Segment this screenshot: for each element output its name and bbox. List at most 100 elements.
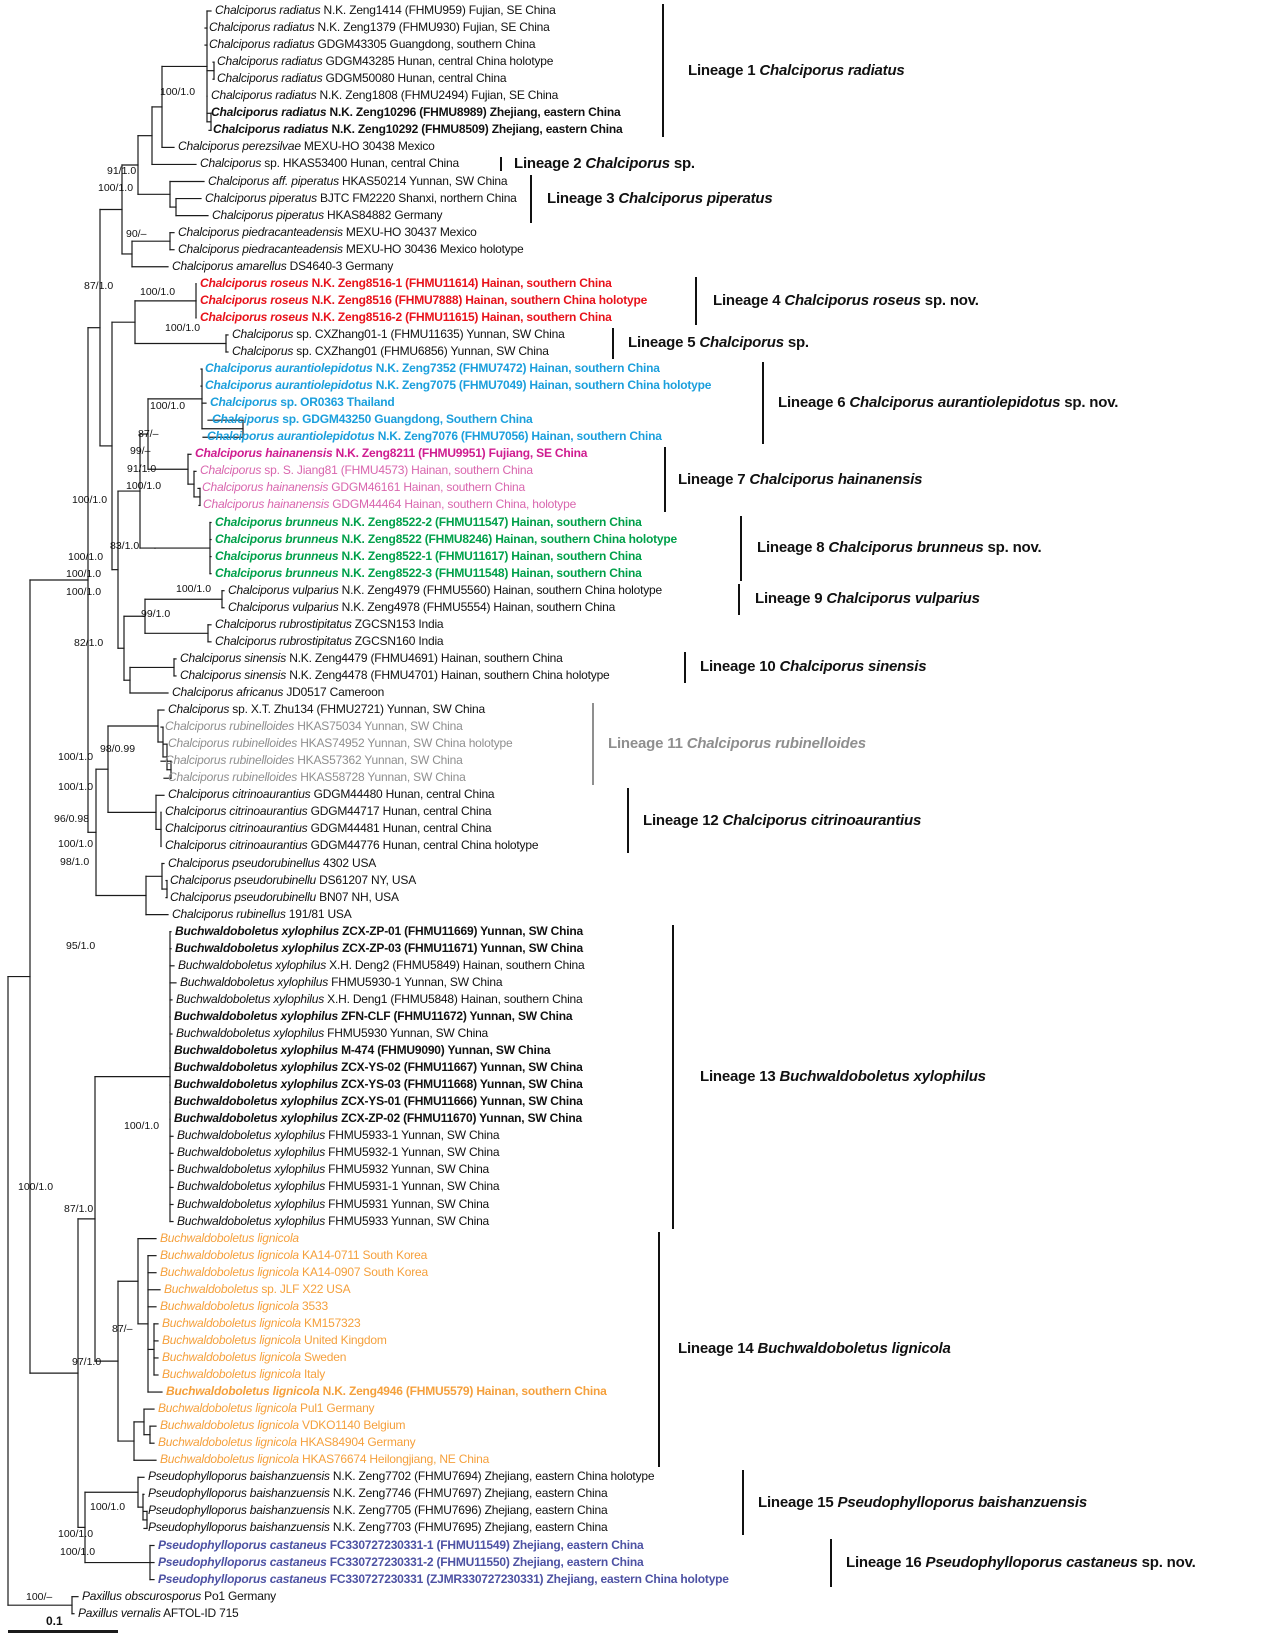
- taxon-label: Buchwaldoboletus lignicola KA14-0711 Sou…: [160, 1247, 428, 1262]
- taxon-label: Chalciporus perezsilvae MEXU-HO 30438 Me…: [178, 139, 435, 154]
- lineage-label: Lineage 3 Chalciporus piperatus: [547, 189, 773, 207]
- taxon-label: Buchwaldoboletus lignicola Pul1 Germany: [158, 1401, 375, 1416]
- node-support-value: 100/1.0: [66, 568, 102, 580]
- taxon-label: Buchwaldoboletus lignicola KM157323: [162, 1315, 361, 1330]
- lineage-label: Lineage 12 Chalciporus citrinoaurantius: [643, 811, 922, 829]
- node-support-value: 100/1.0: [18, 1181, 54, 1193]
- taxon-label: Buchwaldoboletus xylophilus ZCX-YS-03 (F…: [174, 1077, 583, 1092]
- taxon-label: Chalciporus hainanensis N.K. Zeng8211 (F…: [195, 446, 588, 461]
- taxon-label: Chalciporus sp. HKAS53400 Hunan, central…: [200, 156, 459, 171]
- node-support-value: 87/–: [112, 1323, 133, 1335]
- lineage-bracket: [672, 924, 674, 1229]
- taxon-label: Chalciporus sp. CXZhang01-1 (FHMU11635) …: [232, 326, 565, 341]
- node-support-value: 100/1.0: [160, 86, 196, 98]
- taxon-label: Pseudophylloporus baishanzuensis N.K. Ze…: [148, 1503, 608, 1518]
- lineage-bracket: [662, 4, 664, 138]
- taxon-label: Chalciporus sp. CXZhang01 (FHMU6856) Yun…: [232, 344, 549, 358]
- taxon-label: Chalciporus aurantiolepidotus N.K. Zeng7…: [205, 378, 712, 393]
- lineage-label: Lineage 4 Chalciporus roseus sp. nov.: [713, 291, 979, 309]
- lineage-label: Lineage 10 Chalciporus sinensis: [700, 658, 927, 676]
- taxon-label: Buchwaldoboletus lignicola KA14-0907 Sou…: [160, 1264, 428, 1279]
- taxon-label: Paxillus obscurosporus Po1 Germany: [82, 1588, 276, 1603]
- node-support-value: 100/1.0: [58, 838, 94, 850]
- lineage-bracket: [830, 1538, 832, 1587]
- taxon-label: Buchwaldoboletus xylophilus FHMU5930 Yun…: [176, 1026, 489, 1040]
- lineage-label: Lineage 11 Chalciporus rubinelloides: [608, 735, 866, 753]
- lineage-label: Lineage 8 Chalciporus brunneus sp. nov.: [757, 539, 1042, 557]
- node-support-value: 100/–: [26, 1591, 53, 1603]
- taxon-label: Chalciporus piedracanteadensis MEXU-HO 3…: [178, 224, 477, 239]
- scale-bar: [8, 1630, 118, 1633]
- lineage-bracket: [658, 1231, 660, 1468]
- taxon-label: Buchwaldoboletus lignicola VDKO1140 Belg…: [160, 1418, 406, 1433]
- taxon-label: Chalciporus citrinoaurantius GDGM44481 H…: [165, 821, 492, 836]
- lineage-label: Lineage 5 Chalciporus sp.: [628, 334, 809, 352]
- taxon-label: Pseudophylloporus baishanzuensis N.K. Ze…: [148, 1486, 608, 1501]
- taxon-label: Chalciporus citrinoaurantius GDGM44776 H…: [165, 838, 539, 853]
- lineage-bracket: [627, 788, 629, 854]
- taxon-label: Chalciporus roseus N.K. Zeng8516 (FHMU78…: [200, 292, 648, 307]
- taxon-label: Chalciporus aurantiolepidotus N.K. Zeng7…: [205, 361, 660, 376]
- node-support-value: 100/1.0: [124, 1120, 160, 1132]
- node-support-value: 100/1.0: [98, 182, 134, 194]
- lineage-label: Lineage 13 Buchwaldoboletus xylophilus: [700, 1067, 986, 1085]
- taxon-label: Buchwaldoboletus xylophilus ZFN-CLF (FHM…: [174, 1008, 573, 1023]
- lineage-bracket: [684, 651, 686, 683]
- taxon-label: Buchwaldoboletus lignicola 3533: [160, 1298, 328, 1313]
- taxon-label: Buchwaldoboletus xylophilus FHMU5931 Yun…: [177, 1196, 490, 1211]
- node-support-value: 100/1.0: [60, 1546, 96, 1558]
- lineage-bracket: [740, 515, 742, 581]
- taxon-label: Chalciporus sp. OR0363 Thailand: [210, 395, 395, 410]
- taxon-label: Chalciporus brunneus N.K. Zeng8522 (FHMU…: [215, 531, 678, 546]
- scale-bar-label: 0.1: [46, 1614, 63, 1628]
- taxon-label: Buchwaldoboletus lignicola Sweden: [162, 1349, 347, 1364]
- lineage-label: Lineage 7 Chalciporus hainanensis: [678, 470, 923, 488]
- lineage-bracket: [612, 327, 614, 359]
- taxon-label: Pseudophylloporus castaneus FC3307272303…: [158, 1571, 729, 1586]
- taxon-label: Chalciporus radiatus GDGM50080 Hunan, ce…: [217, 71, 507, 86]
- taxon-label: Buchwaldoboletus xylophilus ZCX-ZP-01 (F…: [175, 923, 583, 938]
- taxon-label: Pseudophylloporus baishanzuensis N.K. Ze…: [148, 1469, 655, 1484]
- node-support-value: 97/1.0: [72, 1356, 102, 1368]
- taxon-label: Chalciporus citrinoaurantius GDGM44717 H…: [165, 804, 492, 819]
- taxon-label: Chalciporus radiatus N.K. Zeng10296 (FHM…: [211, 105, 621, 120]
- node-support-value: 100/1.0: [176, 583, 212, 595]
- taxon-label: Chalciporus radiatus GDGM43285 Hunan, ce…: [217, 54, 554, 69]
- lineage-bracket: [592, 703, 594, 786]
- taxon-label: Chalciporus hainanensis GDGM44464 Hainan…: [203, 497, 577, 512]
- taxon-label: Chalciporus radiatus GDGM43305 Guangdong…: [209, 37, 536, 52]
- taxon-label: Paxillus vernalis AFTOL-ID 715: [78, 1605, 239, 1620]
- taxon-label: Chalciporus piperatus HKAS84882 Germany: [212, 207, 443, 222]
- taxon-label: Buchwaldoboletus xylophilus FHMU5933 Yun…: [177, 1213, 490, 1228]
- lineage-label: Lineage 16 Pseudophylloporus castaneus s…: [846, 1553, 1196, 1571]
- taxon-label: Buchwaldoboletus xylophilus ZCX-ZP-02 (F…: [174, 1111, 582, 1126]
- node-support-value: 100/1.0: [126, 480, 162, 492]
- taxon-label: Chalciporus vulparius N.K. Zeng4978 (FHM…: [228, 599, 616, 614]
- taxon-label: Chalciporus hainanensis GDGM46161 Hainan…: [202, 480, 526, 495]
- taxon-label: Chalciporus amarellus DS4640-3 Germany: [172, 258, 394, 273]
- node-support-value: 100/1.0: [66, 586, 102, 598]
- node-support-value: 98/0.99: [100, 743, 136, 755]
- taxon-label: Chalciporus aff. piperatus HKAS50214 Yun…: [208, 173, 508, 188]
- taxon-label: Chalciporus brunneus N.K. Zeng8522-2 (FH…: [215, 514, 642, 529]
- taxon-label: Chalciporus sp. GDGM43250 Guangdong, Sou…: [212, 412, 533, 427]
- taxon-label: Buchwaldoboletus xylophilus ZCX-YS-01 (F…: [174, 1094, 583, 1109]
- taxon-label: Buchwaldoboletus lignicola N.K. Zeng4946…: [166, 1384, 607, 1399]
- taxon-label: Chalciporus sinensis N.K. Zeng4479 (FHMU…: [180, 650, 563, 665]
- lineage-bracket: [738, 583, 740, 615]
- taxon-label: Buchwaldoboletus lignicola: [160, 1230, 299, 1245]
- node-support-value: 100/1.0: [140, 286, 176, 298]
- taxon-label: Chalciporus pseudorubinellu BN07 NH, USA: [170, 889, 399, 904]
- taxon-label: Buchwaldoboletus lignicola HKAS76674 Hei…: [160, 1452, 490, 1467]
- node-support-value: 96/0.98: [54, 813, 90, 825]
- taxon-label: Chalciporus pseudorubinellus 4302 USA: [168, 855, 377, 870]
- taxon-label: Buchwaldoboletus xylophilus X.H. Deng2 (…: [178, 957, 585, 972]
- taxon-label: Chalciporus rubinelloides HKAS75034 Yunn…: [165, 719, 463, 734]
- taxon-label: Buchwaldoboletus lignicola United Kingdo…: [162, 1332, 387, 1347]
- lineage-bracket: [762, 362, 764, 445]
- node-support-value: 83/1.0: [110, 540, 140, 552]
- taxon-label: Chalciporus rubrostipitatus ZGCSN160 Ind…: [215, 633, 444, 648]
- taxon-label: Buchwaldoboletus xylophilus FHMU5930-1 Y…: [180, 974, 503, 989]
- taxon-label: Chalciporus rubrostipitatus ZGCSN153 Ind…: [215, 616, 444, 631]
- taxon-label: Chalciporus citrinoaurantius GDGM44480 H…: [168, 787, 495, 802]
